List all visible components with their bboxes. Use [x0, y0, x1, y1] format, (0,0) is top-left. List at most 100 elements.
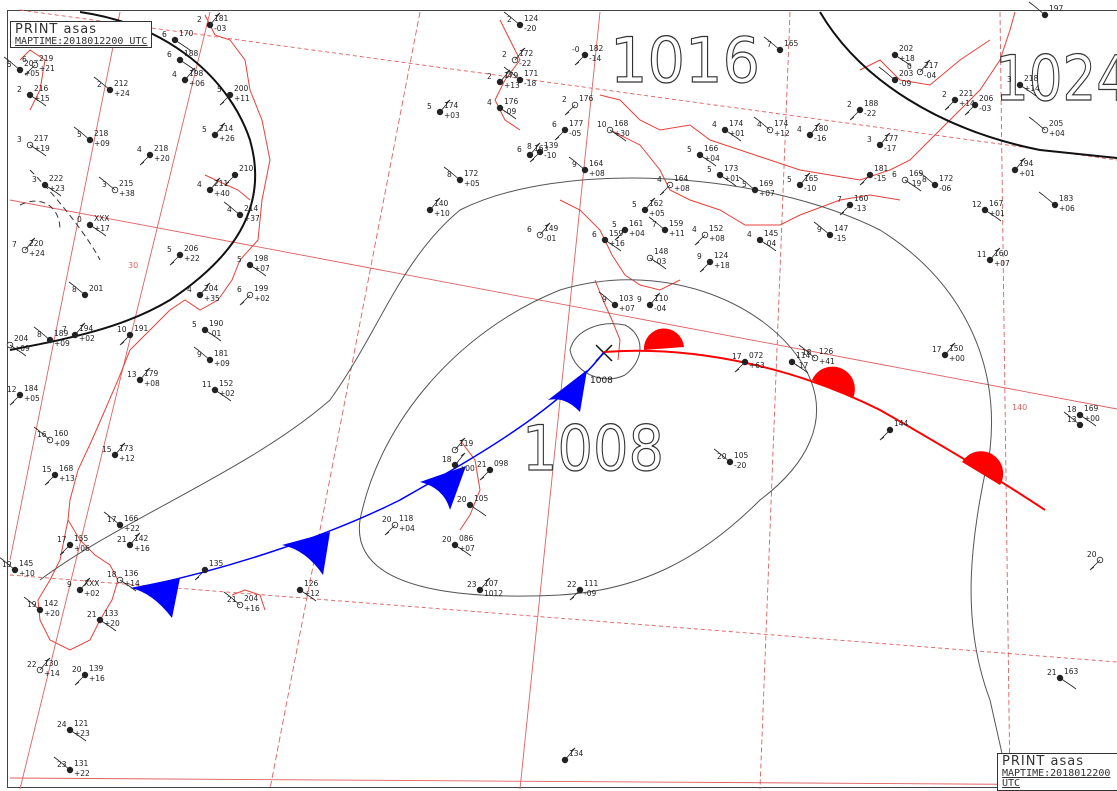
station-pressure: 136: [124, 569, 139, 578]
station-temperature: 5: [237, 255, 242, 264]
station-pressure: 139: [89, 664, 104, 673]
station-temperature: 19: [27, 600, 37, 609]
station-tendency: +30: [614, 129, 630, 138]
station-tendency: +01: [989, 209, 1005, 218]
station-pressure: 126: [819, 347, 834, 356]
station-pressure: 188: [864, 99, 879, 108]
station-pressure: 124: [714, 251, 729, 260]
station-temperature: 8: [922, 175, 927, 184]
print-stamp-top: PRINT asas MAPTIME:2018012200 UTC: [10, 21, 152, 48]
station-tendency: -10: [804, 184, 816, 193]
station-tendency: +02: [79, 334, 95, 343]
station-temperature: 12: [972, 200, 982, 209]
station-pressure: 197: [1049, 4, 1064, 13]
station-pressure: 149: [544, 224, 559, 233]
station-tendency: +18: [714, 261, 730, 270]
station-temperature: 21: [227, 595, 237, 604]
station-tendency: +20: [44, 609, 60, 618]
station-tendency: +05: [649, 209, 665, 218]
station-temperature: 2: [562, 95, 567, 104]
map-time-label: MAPTIME:2018012200 UTC: [1002, 769, 1113, 790]
station-tendency: +11: [234, 94, 250, 103]
station-tendency: +20: [154, 154, 170, 163]
station-pressure: 086: [459, 534, 474, 543]
station-tendency: +22: [184, 254, 200, 263]
station-temperature: 5: [167, 245, 172, 254]
station-temperature: 7: [62, 325, 67, 334]
station-temperature: 17: [732, 352, 742, 361]
station-pressure: 118: [399, 514, 414, 523]
station-tendency: +38: [119, 189, 135, 198]
station-pressure: 181: [214, 349, 229, 358]
station-tendency: -06: [939, 184, 951, 193]
station-pressure: 144: [894, 419, 909, 428]
station-tendency: -03: [214, 24, 226, 33]
station-temperature: 8: [527, 142, 532, 151]
station-temperature: 20: [72, 665, 82, 674]
station-tendency: +06: [189, 79, 205, 88]
station-tendency: +03: [444, 111, 460, 120]
station-temperature: 17: [57, 535, 67, 544]
station-temperature: 22: [27, 660, 37, 669]
station-pressure: 173: [119, 444, 134, 453]
station-pressure: 130: [44, 659, 59, 668]
station-temperature: 18: [1067, 405, 1077, 414]
station-temperature: 21: [477, 460, 487, 469]
station-temperature: 3: [17, 135, 22, 144]
station-tendency: +06: [74, 544, 90, 553]
station-pressure: 182: [589, 44, 604, 53]
station-temperature: 4: [197, 180, 202, 189]
station-tendency: +08: [589, 169, 605, 178]
station-tendency: +09: [54, 339, 70, 348]
station-temperature: 20: [1087, 550, 1097, 559]
station-pressure: 176: [579, 94, 594, 103]
station-temperature: 2: [942, 90, 947, 99]
station-temperature: 2: [17, 85, 22, 94]
station-pressure: 190: [209, 319, 224, 328]
station-tendency: +16: [609, 239, 625, 248]
station-tendency: +16: [89, 674, 105, 683]
station-pressure: 152: [219, 379, 234, 388]
station-pressure: 174: [444, 101, 459, 110]
station-temperature: 6: [552, 120, 557, 129]
station-tendency: -05: [569, 129, 581, 138]
station-tendency: +07: [254, 264, 270, 273]
station-temperature: 6: [167, 50, 172, 59]
grid-label-140: 140: [1012, 403, 1027, 412]
station-temperature: 23: [467, 580, 477, 589]
station-tendency: +05: [464, 179, 480, 188]
station-tendency: +40: [214, 189, 230, 198]
station-pressure: 180: [814, 124, 829, 133]
station-temperature: 5: [217, 85, 222, 94]
station-pressure: 218: [1024, 74, 1039, 83]
station-pressure: 206: [184, 244, 199, 253]
station-pressure: 119: [459, 439, 474, 448]
station-temperature: 12: [7, 385, 17, 394]
station-pressure: 191: [134, 324, 149, 333]
station-tendency: +05: [24, 394, 40, 403]
station-pressure: 179: [504, 71, 519, 80]
station-tendency: +20: [104, 619, 120, 628]
station-pressure: 176: [504, 97, 519, 106]
station-pressure: 131: [74, 759, 89, 768]
station-tendency: +14: [1024, 84, 1040, 93]
station-tendency: -04: [924, 71, 936, 80]
station-pressure: 184: [24, 384, 39, 393]
station-temperature: 24: [57, 720, 67, 729]
station-tendency: +01: [1019, 169, 1035, 178]
station-tendency: -17: [796, 361, 808, 370]
station-tendency: -20: [734, 461, 746, 470]
station-pressure: 204: [204, 284, 219, 293]
station-tendency: +09: [54, 439, 70, 448]
station-tendency: +00: [949, 354, 965, 363]
station-temperature: 9: [572, 160, 577, 169]
station-temperature: 5: [192, 320, 197, 329]
station-temperature: 13: [1067, 415, 1077, 424]
station-pressure: 201: [89, 284, 104, 293]
station-tendency: +22: [124, 524, 140, 533]
station-tendency: 1012: [484, 589, 503, 598]
station-pressure: 121: [74, 719, 89, 728]
station-tendency: -03: [654, 257, 666, 266]
station-tendency: +14: [44, 669, 60, 678]
